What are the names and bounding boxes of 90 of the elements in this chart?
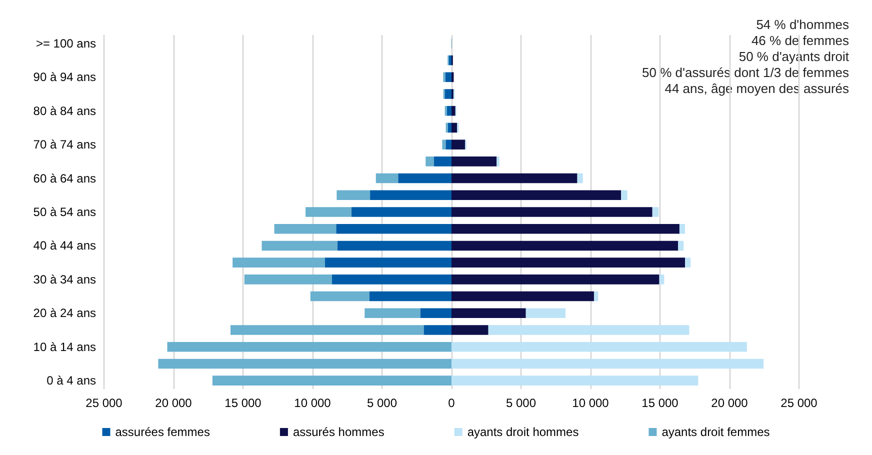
- bar: [212, 376, 452, 386]
- y-tick-label: 80 à 84 ans: [33, 104, 96, 118]
- legend-label: assurées femmes: [115, 425, 210, 439]
- bar: [446, 106, 452, 116]
- bar: [158, 358, 452, 369]
- bar: [452, 291, 594, 302]
- bar: [621, 190, 628, 200]
- bar: [426, 156, 434, 166]
- x-tick-label: 20 000: [711, 396, 748, 410]
- bar: [434, 156, 452, 166]
- annotation: 50 % d'assurés dont 1/3 de femmes: [642, 65, 850, 80]
- bar: [336, 190, 370, 200]
- y-tick-label: 40 à 44 ans: [33, 238, 96, 253]
- x-tick-label: 25 000: [86, 396, 123, 410]
- x-tick-label: 10 000: [572, 396, 610, 410]
- bar: [452, 342, 747, 352]
- bar: [452, 325, 488, 335]
- bar: [232, 258, 326, 268]
- bar: [685, 258, 691, 268]
- bar: [452, 156, 497, 166]
- bar: [526, 308, 566, 318]
- x-tick-label: 5 000: [366, 396, 398, 410]
- bar: [488, 325, 690, 335]
- text: 54 % d'hommes: [756, 17, 850, 32]
- bar: [452, 224, 680, 234]
- y-tick-label: 30 à 34 ans: [33, 272, 96, 286]
- bar: [444, 89, 452, 99]
- x-tick-label: 5 000: [506, 396, 536, 410]
- bar: [364, 308, 420, 318]
- y-tick-label: >= 100 ans: [36, 36, 96, 50]
- bar: [376, 173, 398, 184]
- bar: [230, 325, 424, 335]
- legend-label: ayants droit femmes: [662, 425, 770, 439]
- bar: [310, 291, 370, 302]
- legend-label: ayants droit hommes: [467, 425, 579, 439]
- y-tick-label: 20 à 24 ans: [33, 306, 96, 320]
- bar: [652, 207, 659, 217]
- bar: [420, 308, 452, 318]
- bar: [244, 274, 332, 284]
- y-tick-label: 70 à 74 ans: [33, 138, 96, 152]
- bar: [446, 140, 452, 150]
- bar: [442, 140, 446, 150]
- annotation: 50 % d'ayants droit: [738, 49, 850, 64]
- bar: [448, 55, 452, 66]
- bar: [369, 291, 452, 302]
- y-tick-label: 50 à 54 ans: [33, 205, 96, 219]
- x-tick-label: 25 000: [780, 396, 818, 410]
- bar: [262, 240, 338, 251]
- bar: [496, 156, 500, 166]
- y-tick-label: 0 à 4 ans: [46, 374, 96, 388]
- annotation: 46 % de femmes: [751, 33, 850, 48]
- bar: [452, 358, 764, 369]
- bar: [659, 274, 664, 284]
- bar: [678, 240, 684, 251]
- bar: [274, 224, 336, 234]
- bar: [452, 173, 578, 184]
- bar: [452, 240, 678, 251]
- bar: [332, 274, 452, 284]
- bar: [306, 207, 352, 217]
- y-tick-label: 60 à 64 ans: [33, 171, 96, 186]
- bar: [452, 122, 458, 133]
- bar: [452, 258, 686, 268]
- x-tick-label: 20 000: [155, 396, 192, 410]
- bar: [679, 224, 686, 234]
- bar: [424, 325, 452, 335]
- y-tick-label: 10 à 14 ans: [33, 340, 96, 354]
- bar: [351, 207, 452, 217]
- bar: [452, 274, 660, 284]
- bar: [398, 173, 452, 184]
- y-tick-label: 90 à 94 ans: [33, 70, 96, 84]
- bar: [452, 376, 698, 386]
- bar: [338, 240, 452, 251]
- bar: [448, 122, 452, 133]
- bar: [167, 342, 452, 352]
- bar: [370, 190, 452, 200]
- x-tick-label: 0: [448, 396, 456, 410]
- x-tick-label: 15 000: [642, 396, 679, 410]
- bar: [445, 72, 452, 82]
- x-tick-label: 10 000: [294, 396, 332, 410]
- bar: [325, 258, 452, 268]
- bar: [452, 308, 526, 318]
- bar: [452, 140, 466, 150]
- bar: [452, 106, 456, 116]
- x-tick-label: 15 000: [224, 396, 262, 410]
- bar: [452, 207, 652, 217]
- bar: [577, 173, 583, 184]
- bar: [336, 224, 452, 234]
- bar: [452, 190, 622, 200]
- legend-label: assurés hommes: [292, 425, 384, 439]
- bar: [594, 291, 598, 302]
